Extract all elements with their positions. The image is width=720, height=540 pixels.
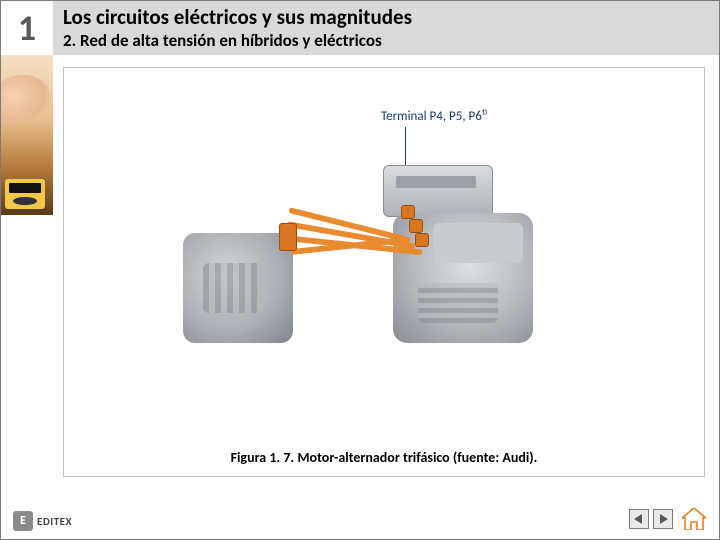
slide-subtitle: 2. Red de alta tensión en híbridos y elé… (63, 31, 709, 51)
figure-caption: Figura 1. 7. Motor-alternador trifásico … (63, 449, 705, 466)
hv-connector (279, 223, 297, 251)
slide-header: 1 Los circuitos eléctricos y sus magnitu… (1, 1, 719, 55)
triangle-right-icon (658, 514, 668, 524)
slide-title: Los circuitos eléctricos y sus magnitude… (63, 6, 709, 29)
prev-button[interactable] (629, 509, 649, 529)
hv-connector (415, 233, 429, 247)
hv-connector (409, 219, 423, 233)
side-photo (1, 55, 53, 215)
hand-shape (1, 70, 53, 130)
engine-illustration (183, 173, 533, 363)
terminal-label: Terminal P4, P5, P6¹⁾ (381, 109, 488, 124)
house-icon (682, 508, 706, 530)
hv-connector (401, 205, 415, 219)
chapter-number: 1 (1, 1, 53, 55)
triangle-left-icon (634, 514, 644, 524)
home-button[interactable] (681, 507, 707, 531)
slide-nav (629, 507, 707, 531)
publisher-logo: E EDITEX (13, 511, 72, 531)
next-button[interactable] (653, 509, 673, 529)
engine-block-left (183, 233, 293, 343)
multimeter-shape (5, 179, 45, 209)
inverter-unit (383, 165, 493, 217)
logo-mark: E (13, 511, 33, 531)
title-box: Los circuitos eléctricos y sus magnitude… (53, 1, 719, 55)
logo-text: EDITEX (37, 515, 72, 528)
slide: 1 Los circuitos eléctricos y sus magnitu… (0, 0, 720, 540)
